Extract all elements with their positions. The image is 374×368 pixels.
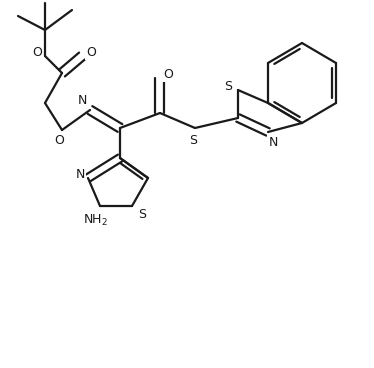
Text: S: S xyxy=(138,208,146,220)
Text: O: O xyxy=(86,46,96,59)
Text: O: O xyxy=(32,46,42,59)
Text: O: O xyxy=(54,134,64,148)
Text: N: N xyxy=(77,95,87,107)
Text: S: S xyxy=(224,81,232,93)
Text: O: O xyxy=(163,67,173,81)
Text: N: N xyxy=(75,169,85,181)
Text: S: S xyxy=(189,134,197,146)
Text: N: N xyxy=(268,135,278,149)
Text: NH$_2$: NH$_2$ xyxy=(83,212,107,227)
